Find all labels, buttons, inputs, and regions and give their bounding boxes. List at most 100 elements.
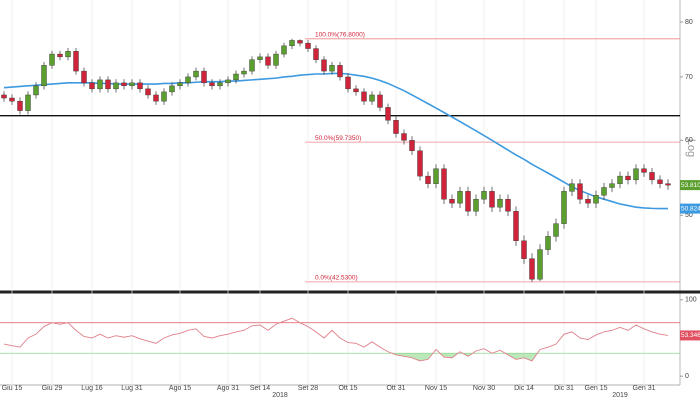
candle-body [385, 107, 391, 121]
candle-body [17, 100, 23, 111]
y-tick-label: 80 [685, 19, 693, 26]
x-tick-label: Set 28 [298, 385, 318, 392]
candle-body [249, 59, 255, 72]
candle-body [561, 191, 567, 224]
candle-body [9, 97, 15, 102]
candle-body [553, 223, 559, 237]
axis-label: Log [685, 139, 697, 157]
candle-body [289, 40, 295, 47]
candle-body [113, 82, 119, 90]
price-tag-label: 53.3468 [681, 332, 700, 339]
candle-body [569, 183, 575, 192]
candle-body [409, 140, 415, 151]
x-tick-label: Gen 31 [633, 385, 656, 392]
y-tick-label: 50 [685, 212, 693, 219]
candle-body [489, 191, 495, 208]
candle-body [225, 79, 231, 84]
candle-body [345, 76, 351, 90]
candle-body [257, 56, 263, 60]
price-tag [680, 180, 700, 191]
candle-body [465, 191, 471, 212]
candle-body [129, 82, 135, 87]
candle-body [633, 168, 639, 181]
candle-body [121, 82, 127, 87]
candle-body [233, 73, 239, 81]
candle-body [577, 183, 583, 200]
candle-body [49, 53, 55, 66]
price-tag-label: 50.8244 [681, 205, 700, 212]
x-tick-label: Ott 31 [386, 385, 405, 392]
y-tick-label: 60 [685, 137, 693, 144]
candle-body [521, 240, 527, 259]
candle-body [353, 88, 359, 93]
x-tick-label: Dic 31 [554, 385, 574, 392]
x-tick-label: Lug 31 [121, 385, 143, 392]
candle-body [601, 187, 607, 196]
candle-body [417, 150, 423, 177]
candle-body [265, 56, 271, 66]
candle-body [457, 191, 463, 204]
x-tick-label: Ago 31 [217, 385, 239, 392]
x-tick-label: Gen 15 [585, 385, 608, 392]
candle-body [137, 82, 143, 90]
x-tick-label: Dic 14 [514, 385, 534, 392]
candle-body [97, 79, 103, 90]
candle-body [201, 70, 207, 84]
y-tick-label: 100 [685, 297, 697, 304]
candle-body [57, 53, 63, 58]
candle-body [337, 65, 343, 78]
x-tick-label: Nov 30 [473, 385, 495, 392]
candle-body [497, 198, 503, 208]
candle-body [369, 94, 375, 102]
year-label: 2018 [272, 392, 288, 399]
x-tick-label: Giu 29 [42, 385, 63, 392]
y-tick-label: 0 [685, 373, 689, 380]
candle-body [81, 70, 87, 84]
candle-body [273, 53, 279, 66]
candle-body [185, 76, 191, 84]
candle-body [41, 65, 47, 87]
x-tick-label: Ago 15 [169, 385, 191, 392]
candle-body [321, 59, 327, 72]
candle-body [209, 82, 215, 87]
candle-body [105, 79, 111, 90]
candle-body [361, 91, 367, 102]
candle-body [433, 168, 439, 184]
candle-body [585, 198, 591, 204]
candle-body [393, 120, 399, 134]
candle-body [297, 40, 303, 44]
candle-body [593, 195, 599, 204]
candle-body [505, 198, 511, 212]
candle-body [145, 88, 151, 96]
candle-body [425, 175, 431, 184]
candle-body [329, 65, 335, 72]
x-tick-label: Lug 16 [81, 385, 103, 392]
candle-body [153, 94, 159, 102]
price-tag [680, 330, 700, 341]
candle-body [625, 175, 631, 181]
x-tick-label: Ott 15 [338, 385, 357, 392]
candle-body [281, 45, 287, 55]
candle-body [537, 249, 543, 280]
fib-label: 50.0%(59.7350) [315, 135, 361, 142]
x-tick-label: Set 14 [250, 385, 270, 392]
candle-body [529, 258, 535, 280]
candle-body [161, 91, 167, 102]
candle-body [313, 48, 319, 60]
candle-body [89, 82, 95, 90]
x-tick-label: Nov 15 [425, 385, 447, 392]
rsi-line [3, 317, 669, 362]
candle-body [241, 70, 247, 75]
candle-body [545, 236, 551, 250]
candle-body [609, 183, 615, 188]
candle-body [513, 211, 519, 241]
candle-body [33, 85, 39, 96]
candle-body [377, 94, 383, 108]
candle-body [617, 175, 623, 184]
candle-body [169, 85, 175, 93]
fib-label: 100.0%(76.8000) [315, 32, 365, 39]
candle-body [25, 94, 31, 111]
candle-body [1, 94, 7, 99]
